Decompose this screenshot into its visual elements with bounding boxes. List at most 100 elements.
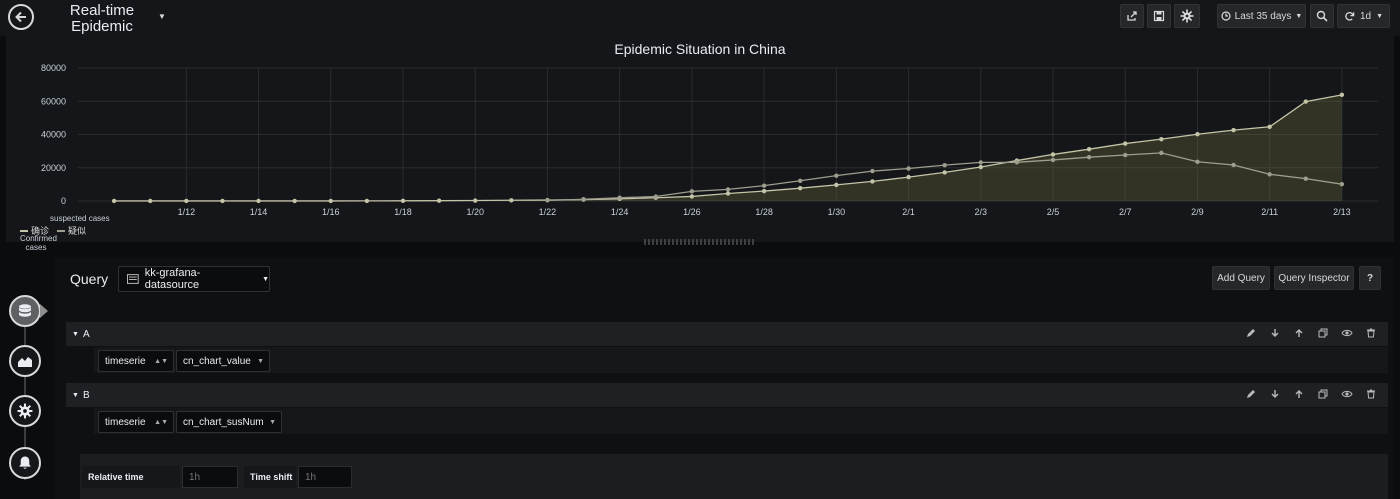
title-caret-icon[interactable]: ▼ — [158, 12, 166, 21]
suspected-annotation: suspected cases — [50, 214, 110, 223]
relative-time-input[interactable] — [182, 466, 238, 488]
move-down-icon[interactable] — [1268, 326, 1282, 340]
move-up-icon[interactable] — [1292, 326, 1306, 340]
time-picker-button[interactable]: Last 35 days ▼ — [1217, 4, 1306, 28]
x-tick-label: 1/12 — [178, 207, 196, 217]
help-button[interactable]: ? — [1359, 266, 1381, 290]
settings-icon — [1180, 9, 1194, 23]
series-point — [1267, 124, 1272, 129]
back-button[interactable] — [8, 4, 34, 30]
panel-resize-handle[interactable] — [644, 239, 754, 245]
select-caret-icon: ▲▼ — [154, 357, 168, 365]
move-up-icon[interactable] — [1292, 387, 1306, 401]
x-tick-label: 2/7 — [1119, 207, 1132, 217]
y-tick-label: 20000 — [41, 163, 66, 173]
delete-query-icon[interactable] — [1364, 387, 1378, 401]
series-point — [509, 198, 514, 203]
save-button[interactable] — [1147, 4, 1171, 28]
query-row-toolbar — [1244, 326, 1378, 340]
chevron-down-icon: ▼ — [1376, 12, 1384, 20]
query-ref-id: B — [82, 389, 90, 401]
query-ref-id: A — [82, 328, 90, 340]
series-point — [1231, 162, 1236, 168]
query-type-select[interactable]: timeserie ▲▼ — [98, 411, 174, 433]
series-point — [1014, 160, 1020, 165]
datasource-icon — [127, 274, 139, 284]
series-point — [1231, 127, 1236, 133]
query-inspector-button[interactable]: Query Inspector — [1274, 266, 1354, 290]
x-tick-label: 1/20 — [466, 207, 484, 217]
rail-line — [24, 300, 26, 480]
series-point — [1050, 157, 1056, 163]
datasource-name: kk-grafana-datasource — [144, 267, 201, 291]
toggle-visibility-icon[interactable] — [1340, 387, 1354, 401]
top-navbar: Real-time Epidemic Situation ▼ Las — [0, 0, 1400, 51]
duplicate-query-icon[interactable] — [1316, 387, 1330, 401]
metric-select[interactable]: cn_chart_value ▼ — [176, 350, 270, 372]
series-point — [689, 189, 695, 194]
datasource-picker[interactable]: kk-grafana-datasource ▼ — [118, 266, 270, 292]
legend-item-suspected[interactable]: 疑似 — [57, 224, 86, 237]
series-point — [400, 198, 406, 203]
add-query-button[interactable]: Add Query — [1212, 266, 1270, 290]
x-tick-label: 1/26 — [683, 207, 701, 217]
series-point — [473, 198, 478, 203]
series-point — [1303, 176, 1308, 181]
zoom-out-button[interactable] — [1310, 4, 1334, 28]
chart-icon — [18, 357, 32, 367]
series-point — [220, 198, 225, 204]
delete-query-icon[interactable] — [1364, 326, 1378, 340]
legend-label: 确诊 — [31, 226, 50, 236]
y-tick-label: 40000 — [41, 130, 66, 140]
chevron-down-icon: ▼ — [257, 357, 264, 365]
rail-queries-button[interactable] — [9, 295, 41, 327]
x-tick-label: 1/18 — [394, 207, 412, 217]
legend-swatch — [20, 229, 28, 232]
series-point — [1159, 136, 1164, 142]
series-point — [798, 185, 803, 191]
panel-title: Epidemic Situation in China — [614, 41, 786, 57]
series-point — [1195, 159, 1200, 164]
collapse-caret-icon[interactable]: ▼ — [72, 330, 79, 338]
series-point — [545, 198, 550, 203]
query-type-select[interactable]: timeserie ▲▼ — [98, 350, 174, 372]
time-shift-input[interactable] — [298, 466, 352, 488]
series-point — [761, 183, 767, 188]
series-point — [364, 198, 370, 204]
edit-query-icon[interactable] — [1244, 326, 1258, 340]
series-point — [111, 198, 117, 204]
rail-visualization-button[interactable] — [9, 345, 41, 377]
series-point — [256, 198, 261, 204]
series-point — [617, 195, 622, 200]
zoom-out-icon — [1316, 10, 1328, 22]
settings-button[interactable] — [1174, 4, 1200, 28]
edit-query-icon[interactable] — [1244, 387, 1258, 401]
series-point — [906, 174, 911, 180]
series-point — [834, 173, 839, 178]
share-button[interactable] — [1120, 4, 1144, 28]
metric-select[interactable]: cn_chart_susNum ▼ — [176, 411, 282, 433]
rail-alert-button[interactable] — [9, 447, 41, 479]
x-tick-label: 2/3 — [975, 207, 988, 217]
legend-item-confirmed[interactable]: 确诊 — [20, 224, 49, 237]
series-area-0 — [114, 94, 1342, 201]
save-icon — [1153, 10, 1165, 22]
x-tick-label: 1/24 — [611, 207, 629, 217]
query-row-body-b: timeserie ▲▼ cn_chart_susNum ▼ — [94, 408, 1388, 434]
duplicate-query-icon[interactable] — [1316, 326, 1330, 340]
settings-icon — [17, 403, 33, 419]
select-caret-icon: ▲▼ — [154, 418, 168, 426]
rail-general-button[interactable] — [9, 395, 41, 427]
toggle-visibility-icon[interactable] — [1340, 326, 1354, 340]
move-down-icon[interactable] — [1268, 387, 1282, 401]
y-tick-label: 80000 — [41, 63, 66, 73]
series-point — [148, 198, 153, 204]
refresh-button[interactable]: 1d ▼ — [1337, 4, 1390, 28]
collapse-caret-icon[interactable]: ▼ — [72, 391, 79, 399]
query-row-header-a[interactable]: ▼ A — [66, 322, 1388, 346]
series-point — [1303, 99, 1308, 104]
series-point — [1195, 132, 1200, 137]
x-tick-label: 1/16 — [322, 207, 340, 217]
query-row-header-b[interactable]: ▼ B — [66, 383, 1388, 407]
query-type-value: timeserie — [105, 355, 146, 367]
